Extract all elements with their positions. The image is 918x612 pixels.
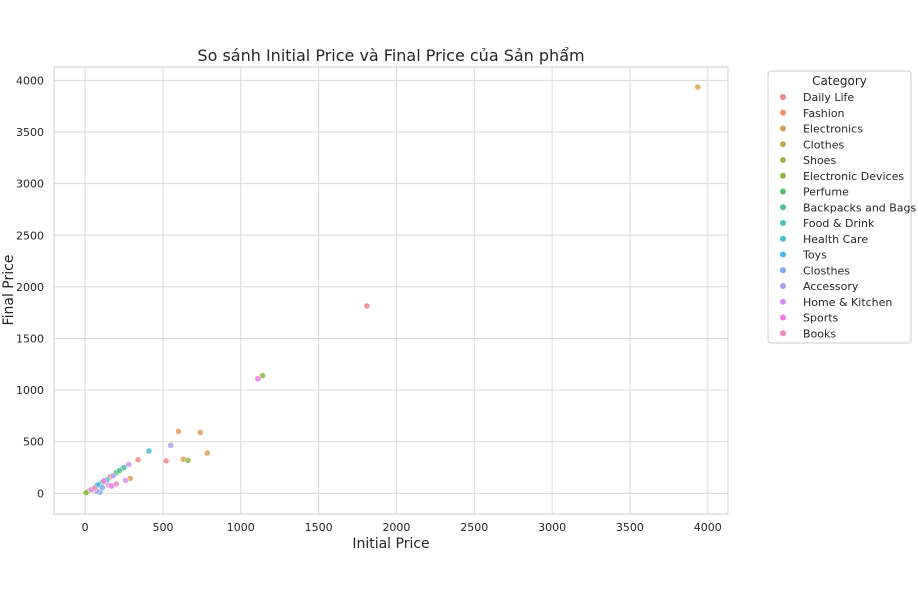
legend-marker-electronics xyxy=(780,125,786,132)
point-backpacks-and-bags xyxy=(116,467,123,474)
legend-label-toys: Toys xyxy=(802,249,827,262)
point-health-care xyxy=(145,447,153,455)
x-tick-label: 1500 xyxy=(305,521,333,534)
x-axis-label: Initial Price xyxy=(352,536,429,552)
legend-label-electronics: Electronics xyxy=(803,123,863,136)
y-tick-label: 3000 xyxy=(16,178,44,191)
y-tick-label: 500 xyxy=(23,436,44,449)
point-daily-life xyxy=(134,456,142,464)
legend-marker-shoes xyxy=(780,157,786,163)
point-electronic-devices xyxy=(259,372,266,379)
legend-label-backpacks-and-bags: Backpacks and Bags xyxy=(803,201,917,214)
point-home-kitchen xyxy=(122,477,129,484)
y-tick-label: 3500 xyxy=(16,126,44,139)
point-sports xyxy=(100,477,108,485)
legend-marker-books xyxy=(780,330,786,337)
legend-label-daily-life: Daily Life xyxy=(803,91,854,104)
legend-label-home-kitchen: Home & Kitchen xyxy=(803,296,892,309)
legend-marker-home-kitchen xyxy=(780,298,786,305)
grid xyxy=(54,67,728,514)
y-tick-label: 0 xyxy=(37,487,44,500)
point-books xyxy=(113,480,120,488)
legend-label-books: Books xyxy=(803,327,836,340)
point-daily-life xyxy=(162,457,170,465)
legend-label-food-drink: Food & Drink xyxy=(803,217,875,230)
x-tick-label: 1000 xyxy=(227,521,255,534)
legend-marker-fashion xyxy=(780,109,786,116)
y-tick-label: 1500 xyxy=(16,333,44,346)
legend-label-health-care: Health Care xyxy=(803,233,868,246)
x-tick-label: 3500 xyxy=(616,521,644,534)
point-electronics xyxy=(694,83,701,91)
legend-marker-perfume xyxy=(780,188,786,195)
legend-label-fashion: Fashion xyxy=(803,107,845,120)
x-tick-label: 3000 xyxy=(538,521,566,534)
legend-label-shoes: Shoes xyxy=(803,154,836,167)
legend-label-electronic-devices: Electronic Devices xyxy=(803,170,904,183)
point-electronic-devices xyxy=(184,457,192,464)
y-tick-label: 2000 xyxy=(16,281,44,294)
data-points xyxy=(82,83,701,497)
point-electronics xyxy=(204,449,211,457)
chart-title: So sánh Initial Price và Final Price của… xyxy=(197,46,584,65)
legend-marker-daily-life xyxy=(780,94,786,100)
y-tick-label: 4000 xyxy=(16,74,44,87)
legend-frame xyxy=(767,70,912,344)
legend-label-clothes: Clothes xyxy=(803,138,845,151)
legend-marker-backpacks-and-bags xyxy=(780,204,786,211)
point-food-drink xyxy=(120,464,128,471)
legend-marker-accessory xyxy=(780,283,786,289)
legend-marker-food-drink xyxy=(780,220,786,226)
x-tick-label: 4000 xyxy=(694,521,722,534)
legend-marker-closthes xyxy=(780,267,786,274)
legend-label-accessory: Accessory xyxy=(803,280,859,293)
legend-label-perfume: Perfume xyxy=(803,186,849,199)
point-closthes xyxy=(99,484,106,491)
legend-title: Category xyxy=(812,74,867,88)
point-sports xyxy=(254,375,262,383)
point-accessory xyxy=(167,442,174,449)
legend-label-sports: Sports xyxy=(803,312,839,325)
plot-area xyxy=(53,66,729,515)
x-tick-label: 2500 xyxy=(460,521,488,534)
point-electronic-devices xyxy=(82,489,90,497)
legend-items: Daily Life Fashion Electronics Clothes Shoes… xyxy=(780,91,917,340)
point-fashion xyxy=(175,428,182,435)
legend: Category Daily Life Fashion Electronics Clo… xyxy=(767,70,917,344)
y-axis-ticks: 0 500 1000 1500 2000 2500 3000 3500 4000 xyxy=(16,74,44,500)
point-books xyxy=(91,484,98,492)
legend-marker-electronic-devices xyxy=(780,172,786,179)
x-tick-label: 2000 xyxy=(382,521,410,534)
legend-marker-clothes xyxy=(780,141,786,148)
x-tick-label: 0 xyxy=(82,521,89,534)
legend-marker-sports xyxy=(780,314,786,321)
legend-marker-toys xyxy=(780,251,786,258)
point-accessory xyxy=(109,472,117,480)
y-tick-label: 1000 xyxy=(16,384,44,397)
legend-marker-health-care xyxy=(780,235,786,242)
legend-label-closthes: Closthes xyxy=(803,264,850,277)
x-axis-ticks: 0 500 1000 1500 2000 2500 3000 3500 4000 xyxy=(82,521,722,534)
y-axis-label: Final Price xyxy=(1,255,17,326)
point-home-kitchen xyxy=(125,461,132,468)
y-tick-label: 2500 xyxy=(16,229,44,242)
x-tick-label: 500 xyxy=(152,521,173,534)
point-daily-life xyxy=(363,302,371,310)
point-electronics xyxy=(197,429,204,436)
